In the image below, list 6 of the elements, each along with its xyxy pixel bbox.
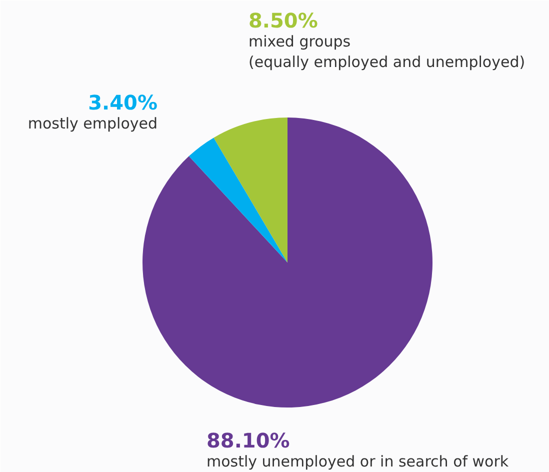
data-label: 8.50% xyxy=(248,8,318,32)
slice-label: mostly unemployed or in search of work xyxy=(206,452,509,470)
slice-label: mixed groups (equally employed and unemployed) xyxy=(248,32,526,72)
slice-label: mostly employed xyxy=(28,114,158,132)
data-label: 3.40% xyxy=(88,90,158,114)
data-label: 88.10% xyxy=(206,428,290,452)
